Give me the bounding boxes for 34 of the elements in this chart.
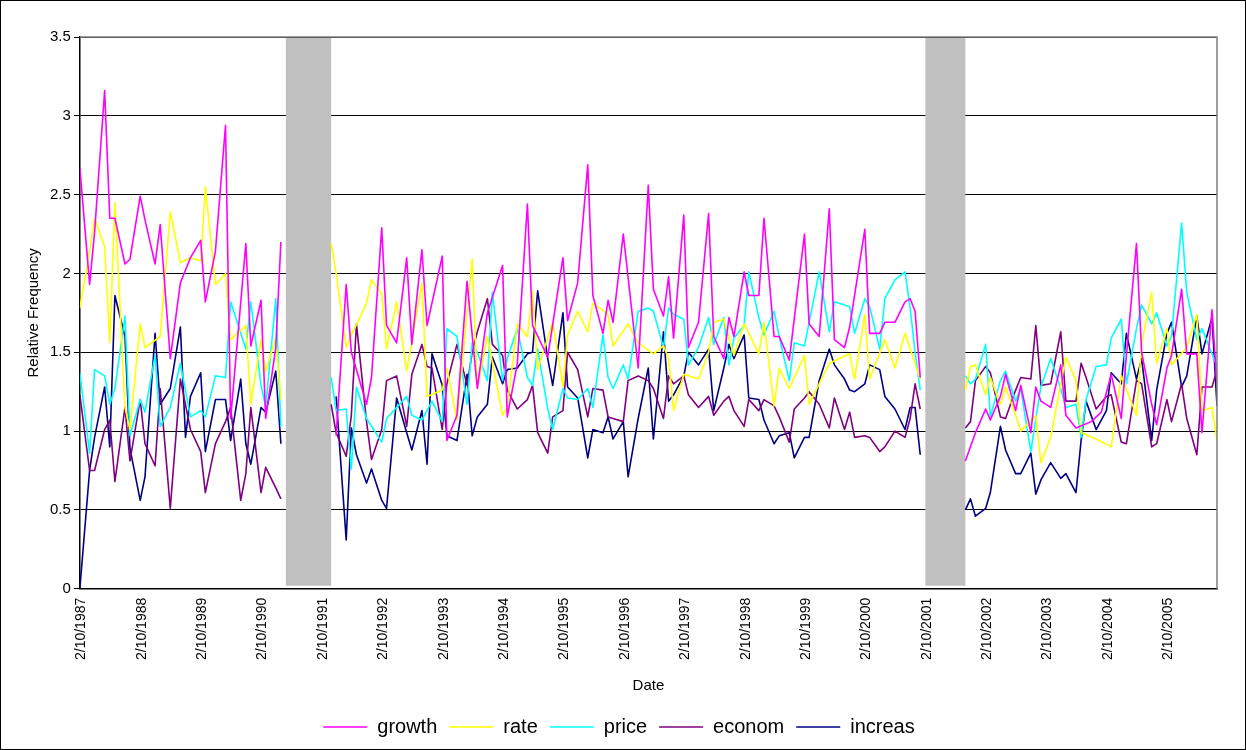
x-tick-label: 2/10/1993 [434, 597, 451, 661]
y-tick-label: 2 [62, 263, 71, 281]
x-tick-label: 2/10/2005 [1159, 597, 1176, 661]
y-tick-label: 1.5 [49, 342, 71, 360]
y-tick-label: 2.5 [49, 184, 71, 202]
x-tick-label: 2/10/1990 [253, 597, 270, 661]
y-tick-label: 1 [62, 421, 71, 439]
legend-label: increas [850, 714, 915, 737]
x-tick-label: 2/10/1988 [132, 597, 149, 661]
x-tick-label: 2/10/1989 [193, 597, 210, 661]
y-axis-title: Relative Frequency [24, 247, 42, 378]
x-tick-label: 2/10/1998 [736, 597, 753, 661]
legend-label: rate [503, 714, 538, 737]
x-tick-label: 2/10/1995 [555, 597, 572, 661]
x-tick-label: 2/10/1987 [72, 597, 89, 661]
x-tick-label: 2/10/1999 [796, 597, 813, 661]
y-tick-label: 3 [62, 105, 71, 123]
x-tick-label: 2/10/1997 [676, 597, 693, 661]
y-tick-label: 0 [62, 578, 71, 596]
x-tick-label: 2/10/2004 [1098, 597, 1115, 661]
x-tick-label: 2/10/1996 [615, 597, 632, 661]
y-tick-label: 3.5 [49, 27, 71, 45]
legend-label: price [603, 714, 648, 737]
x-tick-label: 2/10/1991 [313, 597, 330, 661]
x-axis-title: Date [632, 676, 665, 694]
x-tick-label: 2/10/2000 [857, 597, 874, 661]
legend-label: econom [713, 714, 785, 737]
x-tick-label: 2/10/2002 [978, 597, 995, 661]
x-tick-label: 2/10/1992 [374, 597, 391, 661]
legend-label: growth [377, 714, 438, 737]
x-tick-label: 2/10/1994 [494, 597, 511, 661]
y-tick-label: 0.5 [49, 500, 71, 518]
x-tick-label: 2/10/2003 [1038, 597, 1055, 661]
x-tick-label: 2/10/2001 [917, 597, 934, 661]
